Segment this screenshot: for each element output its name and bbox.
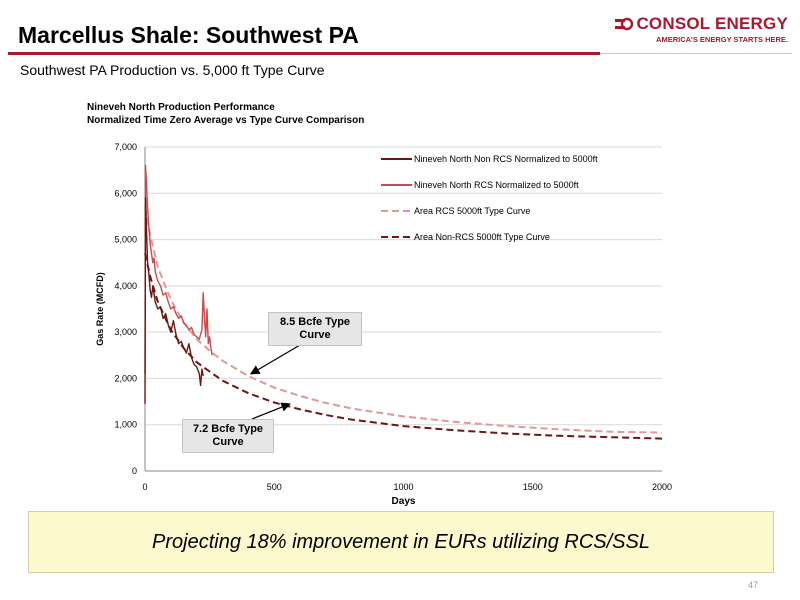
slide-title: Marcellus Shale: Southwest PA bbox=[18, 22, 359, 48]
x-tick-label-2000: 2000 bbox=[652, 482, 672, 492]
callout-7-2-bcfe: 7.2 Bcfe Type Curve bbox=[182, 419, 274, 453]
annotation-arrow-0 bbox=[249, 344, 301, 375]
series-line-3 bbox=[144, 253, 663, 440]
x-tick-label-500: 500 bbox=[267, 482, 282, 492]
title-rule bbox=[8, 52, 600, 55]
y-tick-label-4000: 4,000 bbox=[114, 281, 137, 291]
slide-subtitle: Southwest PA Production vs. 5,000 ft Typ… bbox=[20, 62, 325, 78]
callout-7-2-bcfe-text: 7.2 Bcfe Type Curve bbox=[192, 423, 264, 448]
legend-label-2: Area RCS 5000ft Type Curve bbox=[414, 206, 530, 216]
x-tick-label-1500: 1500 bbox=[523, 482, 543, 492]
eur-banner: Projecting 18% improvement in EURs utili… bbox=[28, 511, 774, 573]
legend-label-3: Area Non-RCS 5000ft Type Curve bbox=[414, 232, 550, 242]
y-tick-label-1000: 1,000 bbox=[114, 420, 137, 430]
logo-text: CONSOL ENERGY bbox=[636, 14, 788, 33]
annotation-arrow-1 bbox=[251, 402, 291, 420]
y-tick-label-3000: 3,000 bbox=[114, 327, 137, 337]
logo-mark-icon bbox=[615, 16, 634, 36]
x-tick-label-0: 0 bbox=[142, 482, 147, 492]
series-line-0 bbox=[144, 197, 204, 404]
callout-8-5-bcfe: 8.5 Bcfe Type Curve bbox=[268, 312, 362, 346]
x-tick-label-1000: 1000 bbox=[393, 482, 413, 492]
callout-8-5-bcfe-text: 8.5 Bcfe Type Curve bbox=[279, 316, 351, 341]
y-tick-label-2000: 2,000 bbox=[114, 373, 137, 383]
y-tick-label-7000: 7,000 bbox=[114, 142, 137, 152]
y-axis-label: Gas Rate (MCFD) bbox=[95, 272, 105, 346]
y-tick-label-0: 0 bbox=[132, 466, 137, 476]
series-line-1 bbox=[144, 164, 213, 374]
logo-brand: CONSOL ENERGY bbox=[615, 14, 788, 36]
y-tick-label-5000: 5,000 bbox=[114, 235, 137, 245]
legend-label-1: Nineveh North RCS Normalized to 5000ft bbox=[414, 180, 579, 190]
x-axis-label: Days bbox=[392, 496, 416, 507]
company-logo: CONSOL ENERGY AMERICA'S ENERGY STARTS HE… bbox=[615, 14, 788, 44]
series-line-2 bbox=[144, 207, 663, 434]
logo-tagline: AMERICA'S ENERGY STARTS HERE. bbox=[656, 35, 788, 44]
title-rule-gray bbox=[600, 53, 792, 54]
page-number: 47 bbox=[747, 580, 758, 590]
banner-text: Projecting 18% improvement in EURs utili… bbox=[152, 530, 650, 553]
chart-title-line-1: Normalized Time Zero Average vs Type Cur… bbox=[87, 115, 364, 126]
legend-label-0: Nineveh North Non RCS Normalized to 5000… bbox=[414, 154, 598, 164]
chart-title-line-0: Nineveh North Production Performance bbox=[87, 102, 275, 113]
y-tick-label-6000: 6,000 bbox=[114, 188, 137, 198]
